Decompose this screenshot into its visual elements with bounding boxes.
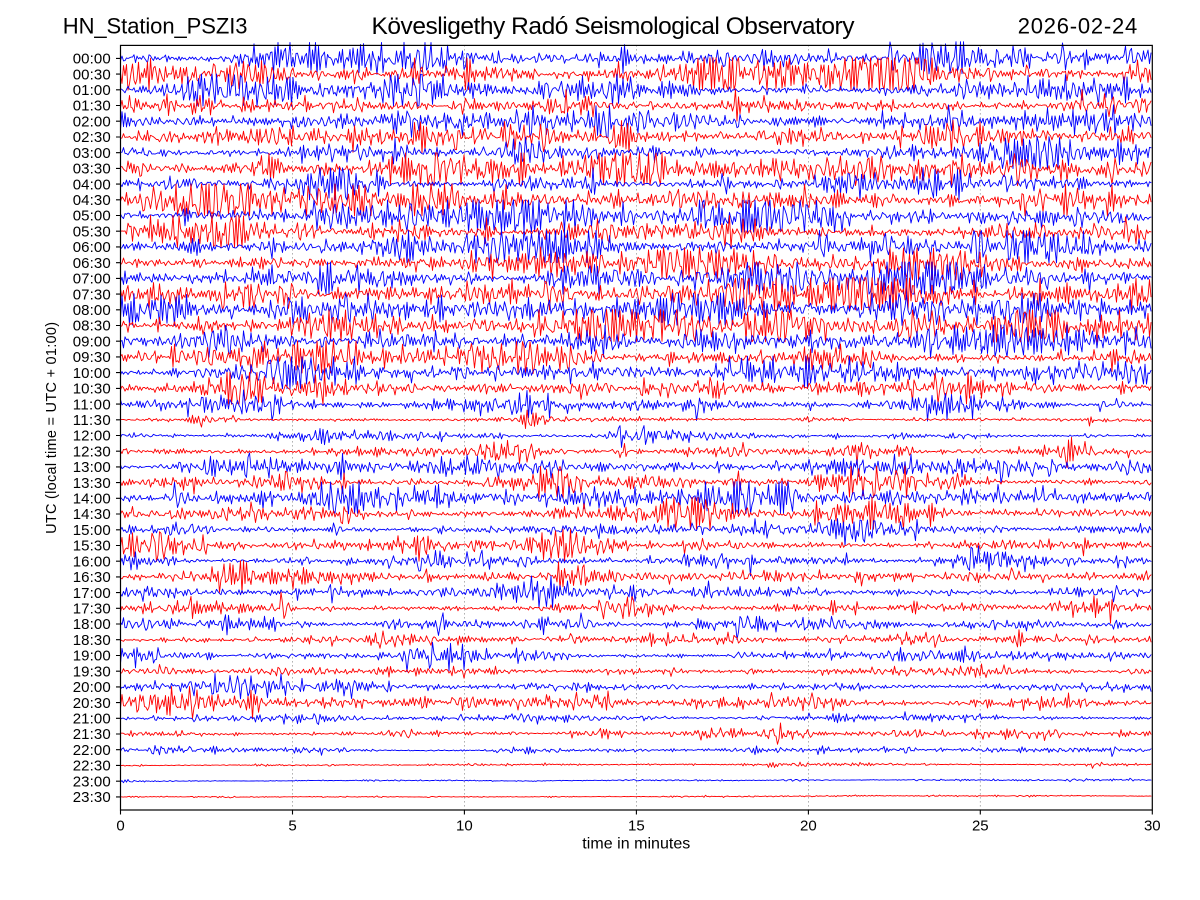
svg-text:time in minutes: time in minutes (582, 836, 690, 853)
svg-text:04:30: 04:30 (73, 192, 111, 209)
svg-text:05:00: 05:00 (73, 208, 111, 225)
svg-text:23:00: 23:00 (73, 773, 111, 790)
svg-text:11:00: 11:00 (73, 396, 111, 413)
svg-text:06:00: 06:00 (73, 239, 111, 256)
svg-text:2026-02-24: 2026-02-24 (1018, 13, 1138, 38)
svg-text:13:30: 13:30 (73, 475, 111, 492)
svg-text:09:30: 09:30 (73, 349, 111, 366)
svg-text:07:30: 07:30 (73, 286, 111, 303)
svg-text:07:00: 07:00 (73, 271, 111, 288)
svg-text:10:00: 10:00 (73, 365, 111, 382)
svg-text:14:30: 14:30 (73, 506, 111, 523)
svg-text:02:00: 02:00 (73, 113, 111, 130)
svg-text:09:00: 09:00 (73, 333, 111, 350)
svg-text:22:30: 22:30 (73, 758, 111, 775)
svg-text:19:30: 19:30 (73, 663, 111, 680)
svg-text:22:00: 22:00 (73, 742, 111, 759)
svg-text:08:00: 08:00 (73, 302, 111, 319)
svg-text:01:00: 01:00 (73, 82, 111, 99)
svg-text:10: 10 (456, 818, 473, 835)
svg-text:12:30: 12:30 (73, 443, 111, 460)
svg-text:15: 15 (628, 818, 645, 835)
svg-text:18:30: 18:30 (73, 632, 111, 649)
svg-text:UTC (local time = UTC + 01:00): UTC (local time = UTC + 01:00) (44, 322, 60, 534)
svg-text:03:00: 03:00 (73, 145, 111, 162)
svg-text:HN_Station_PSZI3: HN_Station_PSZI3 (63, 13, 248, 38)
svg-text:02:30: 02:30 (73, 129, 111, 146)
svg-text:Kövesligethy Radó Seismologica: Kövesligethy Radó Seismological Observat… (372, 13, 856, 40)
svg-text:00:30: 00:30 (73, 66, 111, 83)
svg-text:05:30: 05:30 (73, 223, 111, 240)
svg-text:03:30: 03:30 (73, 161, 111, 178)
svg-text:17:30: 17:30 (73, 601, 111, 618)
svg-text:18:00: 18:00 (73, 616, 111, 633)
svg-text:17:00: 17:00 (73, 585, 111, 602)
svg-text:00:00: 00:00 (73, 51, 111, 68)
svg-text:15:30: 15:30 (73, 538, 111, 555)
svg-text:12:00: 12:00 (73, 428, 111, 445)
svg-text:5: 5 (288, 818, 296, 835)
svg-text:16:00: 16:00 (73, 553, 111, 570)
svg-text:16:30: 16:30 (73, 569, 111, 586)
svg-text:08:30: 08:30 (73, 318, 111, 335)
svg-text:20: 20 (800, 818, 817, 835)
svg-text:01:30: 01:30 (73, 98, 111, 115)
svg-text:20:30: 20:30 (73, 695, 111, 712)
svg-text:30: 30 (1144, 818, 1161, 835)
svg-text:14:00: 14:00 (73, 491, 111, 508)
svg-text:25: 25 (972, 818, 989, 835)
svg-text:20:00: 20:00 (73, 679, 111, 696)
svg-text:19:00: 19:00 (73, 648, 111, 665)
svg-text:0: 0 (116, 818, 124, 835)
svg-text:11:30: 11:30 (73, 412, 111, 429)
svg-text:15:00: 15:00 (73, 522, 111, 539)
svg-text:06:30: 06:30 (73, 255, 111, 272)
svg-text:21:30: 21:30 (73, 726, 111, 743)
svg-text:10:30: 10:30 (73, 381, 111, 398)
svg-text:21:00: 21:00 (73, 711, 111, 728)
svg-text:23:30: 23:30 (73, 789, 111, 806)
svg-text:13:00: 13:00 (73, 459, 111, 476)
svg-text:04:00: 04:00 (73, 176, 111, 193)
